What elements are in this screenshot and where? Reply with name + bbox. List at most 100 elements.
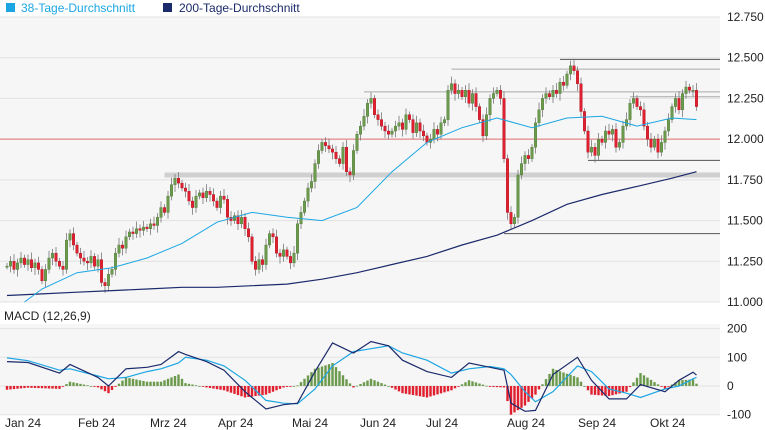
candle: [303, 197, 307, 216]
histogram-bar-negative: [226, 386, 229, 392]
candle-body-up: [653, 138, 657, 148]
histogram-bar-negative: [54, 386, 58, 389]
candle: [436, 125, 440, 142]
candle: [642, 102, 646, 131]
candle-body-up: [450, 83, 454, 91]
candle-body-down: [190, 200, 194, 208]
candle-body-up: [516, 174, 520, 218]
candle-body-down: [208, 191, 212, 195]
candle: [127, 228, 131, 241]
candle-body-down: [635, 98, 639, 107]
candle: [338, 155, 342, 167]
histogram-bar-negative: [611, 386, 614, 396]
candle: [236, 210, 240, 231]
candle: [583, 108, 587, 135]
histogram-bar-negative: [628, 386, 632, 388]
candle-body-down: [474, 93, 478, 107]
candle: [474, 87, 478, 112]
candle: [614, 123, 618, 153]
histogram-bar-positive: [642, 375, 646, 386]
candle-body-up: [366, 103, 370, 117]
x-axis-labels: Jan 24 Feb 24 Mrz 24 Apr 24 Mai 24 Jun 24 Jul …: [5, 416, 686, 430]
candle: [282, 243, 286, 262]
candle-body-up: [446, 90, 450, 120]
histogram-bar-positive: [138, 380, 142, 386]
candle-body-down: [338, 158, 342, 164]
histogram-bar-negative: [26, 386, 30, 388]
candle-body-down: [285, 249, 289, 257]
candle-body-up: [394, 125, 398, 132]
histogram-bar-negative: [19, 386, 23, 389]
candle-body-down: [215, 200, 219, 208]
price-y-tick: 12.000: [727, 132, 764, 146]
price-y-tick: 12.750: [727, 10, 764, 24]
histogram-bar-positive: [180, 378, 184, 386]
histogram-bar-positive: [541, 384, 544, 386]
histogram-bar-positive: [166, 378, 170, 386]
candle-body-up: [134, 228, 138, 234]
candle-body-up: [541, 98, 545, 111]
candle: [359, 120, 363, 141]
histogram-bar-negative: [261, 386, 264, 396]
candle-body-up: [68, 233, 72, 241]
histogram-bar-positive: [485, 385, 488, 387]
histogram-bar-negative: [30, 386, 33, 388]
candle-body-down: [187, 191, 191, 202]
candle: [289, 251, 293, 270]
candle-body-up: [569, 65, 573, 75]
candle: [467, 83, 471, 108]
candle-body-up: [16, 262, 20, 270]
candle: [390, 127, 394, 138]
candle-body-up: [471, 93, 475, 104]
candle: [670, 103, 674, 123]
candle-body-up: [313, 163, 317, 182]
histogram-bar-negative: [264, 386, 268, 395]
candle: [478, 103, 482, 123]
candle: [134, 221, 138, 238]
candle-body-down: [467, 90, 471, 104]
histogram-bar-negative: [513, 386, 516, 413]
candle-body-up: [432, 129, 436, 140]
candle: [481, 114, 485, 143]
candle-body-up: [618, 142, 622, 148]
candle: [190, 196, 194, 215]
candle-body-up: [558, 81, 562, 94]
candle: [201, 187, 205, 204]
histogram-bar-positive: [163, 380, 166, 386]
histogram-bar-negative: [597, 386, 600, 396]
candle: [572, 58, 576, 75]
histogram-bar-positive: [467, 380, 471, 386]
candle-body-down: [54, 252, 58, 262]
candle-body-down: [131, 231, 135, 234]
candle: [674, 93, 678, 113]
ma38-line: [24, 115, 697, 303]
histogram-bar-positive: [299, 382, 303, 386]
candle: [366, 99, 370, 124]
histogram-bar-negative: [590, 386, 593, 395]
candle: [271, 228, 275, 244]
histogram-bar-negative: [492, 386, 495, 388]
candle: [253, 256, 257, 276]
candle: [89, 250, 93, 269]
candle: [660, 135, 664, 157]
histogram-bar-negative: [502, 386, 506, 388]
histogram-bar-positive: [65, 384, 68, 386]
histogram-bar-negative: [660, 386, 663, 387]
candle-body-up: [282, 249, 286, 257]
candle-body-up: [621, 125, 625, 143]
candle-body-up: [355, 134, 359, 151]
histogram-bar-positive: [177, 374, 180, 386]
candle-body-up: [194, 195, 198, 208]
histogram-bar-positive: [331, 363, 334, 386]
histogram-bar-positive: [338, 371, 341, 386]
candle: [492, 87, 496, 104]
candle-body-up: [628, 103, 632, 120]
candle-body-down: [176, 178, 180, 184]
candle: [8, 256, 12, 273]
candle-body-up: [64, 239, 68, 270]
candle-body-up: [457, 90, 461, 94]
candle: [457, 84, 461, 99]
histogram-bar-positive: [569, 374, 572, 386]
candle: [593, 143, 597, 163]
candle: [148, 218, 152, 235]
